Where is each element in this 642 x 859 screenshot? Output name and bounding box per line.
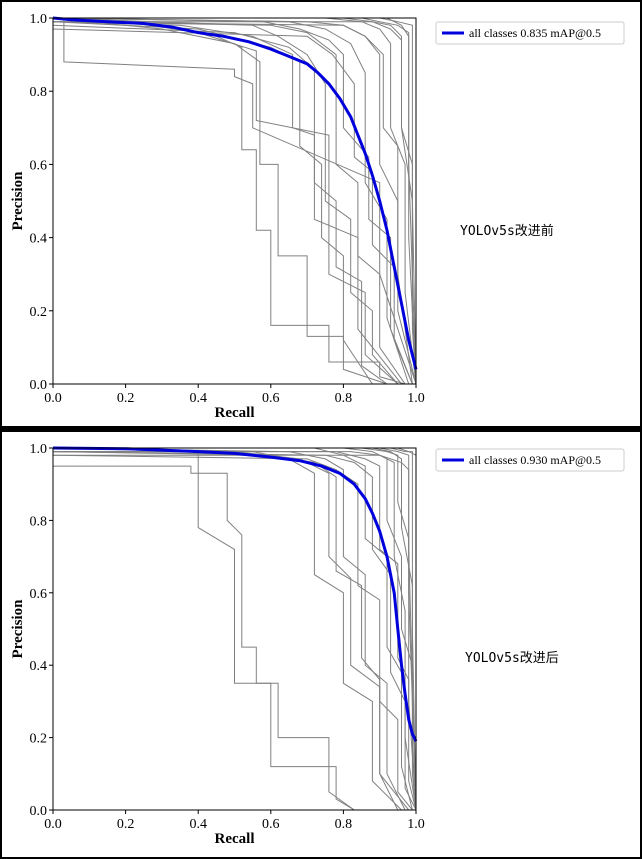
- class-pr-curve: [52, 447, 406, 811]
- x-tick-label: 0.6: [262, 391, 280, 406]
- pr-curve-chart-after: 0.0 0.2 0.4 0.6 0.8 1.0 0.0 0.2 0.4 0.6 0.8 1.0 Reca…: [10, 442, 625, 847]
- legend-box: [435, 448, 625, 472]
- class-pr-curve: [53, 21, 399, 385]
- class-pr-curve: [52, 24, 388, 385]
- class-pr-curve: [53, 447, 417, 811]
- class-pr-curve: [53, 465, 355, 811]
- class-pr-curve: [53, 454, 417, 811]
- legend-box: [435, 21, 625, 45]
- class-pr-curve: [52, 17, 388, 385]
- x-tick-label: 0.2: [117, 391, 135, 406]
- class-pr-curve: [52, 21, 402, 385]
- x-tick-label: 0.6: [262, 817, 280, 832]
- class-pr-curve: [52, 451, 417, 811]
- class-pr-curve: [53, 447, 413, 811]
- class-pr-curve: [52, 454, 413, 811]
- x-tick-label: 0.0: [44, 817, 62, 832]
- class-pr-curve: [52, 447, 355, 811]
- chart-caption-after: YOLOv5s改进后: [465, 651, 559, 666]
- class-pr-curve: [52, 17, 406, 385]
- x-tick-label: 0.0: [44, 391, 62, 406]
- y-tick-label: 1.0: [30, 442, 48, 457]
- class-pr-curve: [52, 17, 399, 385]
- all-classes-pr-curve: [52, 16, 418, 370]
- y-tick-label: 0.4: [30, 659, 48, 674]
- all-classes-pr-curve: [52, 446, 418, 742]
- chart-panel-after: 0.0 0.2 0.4 0.6 0.8 1.0 0.0 0.2 0.4 0.6 0.8 1.0 Reca…: [2, 432, 640, 857]
- x-axis-label: Recall: [215, 405, 255, 421]
- class-pr-curve: [53, 451, 417, 811]
- plot-frame: [52, 17, 417, 385]
- y-tick-label: 0.6: [30, 158, 48, 173]
- class-pr-curve: [52, 21, 406, 385]
- legend-label: all classes 0.835 mAP@0.5: [469, 26, 601, 40]
- y-tick-label: 0.0: [30, 378, 48, 393]
- y-axis-label: Precision: [10, 599, 26, 659]
- x-tick-label: 0.4: [189, 817, 207, 832]
- x-axis-label: Recall: [215, 831, 255, 847]
- y-tick-label: 0.0: [30, 804, 48, 819]
- class-pr-curve: [52, 21, 373, 385]
- class-pr-curve: [53, 451, 410, 811]
- x-tick-label: 0.8: [335, 817, 353, 832]
- x-tick-label: 1.0: [407, 817, 425, 832]
- y-tick-label: 0.2: [30, 305, 48, 320]
- class-pr-curve: [52, 17, 413, 385]
- y-tick-label: 0.8: [30, 514, 48, 529]
- legend-label: all classes 0.930 mAP@0.5: [469, 453, 601, 467]
- chart-panel-before: 0.0 0.2 0.4 0.6 0.8 1.0 0.0 0.2 0.4 0.6 0.8 1.0 Reca…: [2, 2, 640, 426]
- x-tick-label: 1.0: [407, 391, 425, 406]
- class-pr-curve: [53, 447, 417, 811]
- plot-frame: [52, 447, 417, 811]
- class-pr-curve: [52, 17, 410, 385]
- x-tick-label: 0.4: [189, 391, 207, 406]
- y-tick-label: 0.8: [30, 85, 48, 100]
- y-tick-label: 0.6: [30, 587, 48, 602]
- y-tick-label: 0.2: [30, 732, 48, 747]
- class-pr-curve: [53, 17, 417, 385]
- y-tick-label: 0.4: [30, 232, 48, 247]
- x-tick-label: 0.8: [335, 391, 353, 406]
- chart-caption-before: YOLOv5s改进前: [460, 224, 554, 239]
- class-pr-curve: [52, 21, 413, 385]
- class-pr-curve: [52, 28, 413, 385]
- class-pr-curve: [52, 451, 399, 811]
- y-tick-label: 1.0: [30, 12, 48, 27]
- pr-curve-chart-before: 0.0 0.2 0.4 0.6 0.8 1.0 0.0 0.2 0.4 0.6 0.8 1.0 Reca…: [10, 12, 625, 421]
- y-axis-label: Precision: [10, 171, 26, 231]
- class-pr-curve: [53, 451, 417, 811]
- x-tick-label: 0.2: [117, 817, 135, 832]
